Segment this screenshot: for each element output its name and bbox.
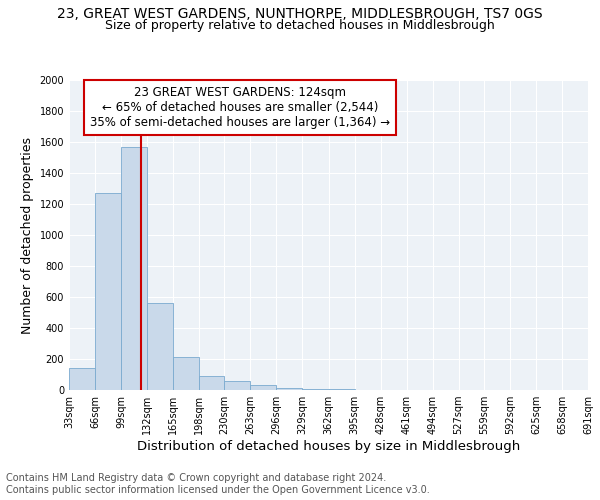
- Text: Size of property relative to detached houses in Middlesbrough: Size of property relative to detached ho…: [105, 19, 495, 32]
- X-axis label: Distribution of detached houses by size in Middlesbrough: Distribution of detached houses by size …: [137, 440, 520, 453]
- Bar: [69, 368, 95, 390]
- Bar: [277, 388, 302, 390]
- Bar: [250, 386, 277, 390]
- Bar: [173, 358, 199, 390]
- Bar: [121, 146, 147, 390]
- Bar: [224, 382, 250, 390]
- Text: 23, GREAT WEST GARDENS, NUNTHORPE, MIDDLESBROUGH, TS7 0GS: 23, GREAT WEST GARDENS, NUNTHORPE, MIDDL…: [57, 8, 543, 22]
- Text: Contains HM Land Registry data © Crown copyright and database right 2024.
Contai: Contains HM Land Registry data © Crown c…: [6, 474, 430, 495]
- Bar: [302, 389, 329, 390]
- Text: 23 GREAT WEST GARDENS: 124sqm
← 65% of detached houses are smaller (2,544)
35% o: 23 GREAT WEST GARDENS: 124sqm ← 65% of d…: [90, 86, 391, 129]
- Y-axis label: Number of detached properties: Number of detached properties: [21, 136, 34, 334]
- Bar: [199, 376, 224, 390]
- Bar: [329, 389, 355, 390]
- Bar: [95, 193, 121, 390]
- Bar: [147, 303, 173, 390]
